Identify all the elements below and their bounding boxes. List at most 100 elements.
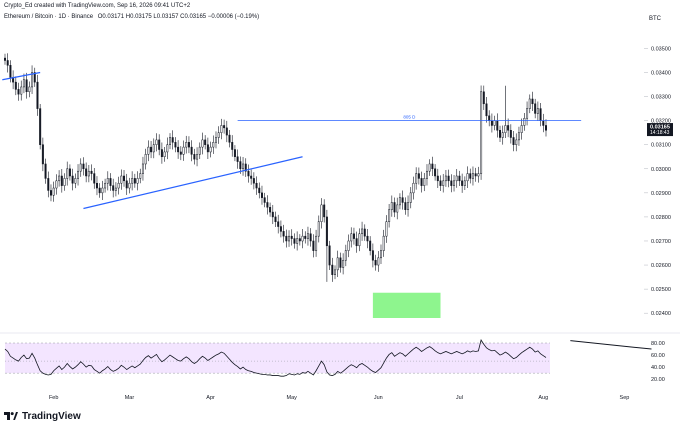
candle-body bbox=[39, 108, 42, 145]
candle-body bbox=[33, 72, 36, 83]
candle-body bbox=[4, 57, 6, 61]
candle-body bbox=[231, 142, 234, 150]
candle-body bbox=[125, 180, 128, 189]
candle-body bbox=[201, 139, 204, 148]
candle-body bbox=[247, 170, 250, 177]
bar-countdown-label: 14:18:43 bbox=[650, 130, 670, 136]
price-tick-label: 0.02500 bbox=[651, 287, 671, 293]
candle-body bbox=[141, 163, 144, 174]
candle-body bbox=[531, 98, 534, 105]
rsi-line bbox=[4, 339, 547, 377]
candle-body bbox=[512, 137, 515, 145]
instrument-name[interactable]: Ethereum / Bitcoin · 1D · Binance bbox=[4, 14, 94, 20]
candle-body bbox=[79, 163, 82, 172]
candle-body bbox=[471, 173, 474, 179]
candle-body bbox=[114, 187, 117, 191]
candle-body bbox=[415, 173, 418, 184]
trendline[interactable] bbox=[83, 156, 303, 210]
candle-body bbox=[298, 238, 301, 242]
candle-body bbox=[131, 178, 134, 184]
candle-body bbox=[152, 144, 155, 153]
chart-attribution: Crypto_Ed created with TradingView.com, … bbox=[4, 3, 191, 9]
candle-body bbox=[74, 178, 77, 184]
candle-body bbox=[312, 240, 315, 251]
candle-body bbox=[304, 235, 307, 239]
candle-body bbox=[133, 178, 136, 184]
candle-body bbox=[290, 235, 293, 239]
candle-body bbox=[177, 146, 180, 153]
last-price-label: 0.03165 bbox=[650, 125, 670, 131]
candle-body bbox=[328, 245, 331, 266]
candle-body bbox=[204, 139, 207, 145]
price-tick-label: 0.03300 bbox=[651, 95, 671, 101]
ohlc-values: O0.03171 H0.03175 L0.03157 C0.03165 −0.0… bbox=[97, 14, 260, 20]
candle-body bbox=[147, 146, 150, 155]
candle-body bbox=[187, 142, 190, 148]
candle-body bbox=[288, 235, 291, 242]
price-tick-label: 0.02800 bbox=[651, 215, 671, 221]
candle-body bbox=[434, 168, 437, 177]
candle-body bbox=[374, 259, 377, 266]
candle-body bbox=[198, 146, 201, 155]
time-tick-label: Mar bbox=[125, 395, 135, 401]
candle-body bbox=[63, 178, 66, 186]
candle-body bbox=[82, 163, 85, 170]
rsi-tick-label: 80.00 bbox=[651, 341, 665, 347]
candle-body bbox=[117, 182, 120, 189]
candle-body bbox=[361, 228, 364, 235]
candle-body bbox=[101, 187, 104, 194]
rsi-divergence-line[interactable] bbox=[570, 340, 652, 350]
candle-body bbox=[217, 132, 220, 138]
candle-body bbox=[155, 139, 158, 145]
candle-body bbox=[158, 139, 161, 150]
candle-body bbox=[163, 151, 166, 157]
candle-body bbox=[336, 257, 339, 271]
candle-body bbox=[466, 173, 469, 182]
candle-body bbox=[193, 154, 196, 160]
candle-body bbox=[106, 178, 109, 184]
candle-body bbox=[455, 175, 458, 182]
last-price-tag bbox=[647, 123, 673, 137]
candle-body bbox=[507, 125, 510, 131]
footer: TradingView bbox=[4, 411, 81, 422]
candle-body bbox=[504, 125, 507, 133]
candle-body bbox=[355, 238, 358, 247]
trendline[interactable] bbox=[2, 71, 41, 81]
candle-body bbox=[282, 231, 285, 237]
candle-body bbox=[347, 240, 350, 251]
candle-body bbox=[220, 125, 223, 133]
price-axis[interactable]: 0.03500 0.03400 0.03300 0.03200 0.03100 0.030… bbox=[644, 46, 673, 317]
candle-body bbox=[382, 235, 385, 251]
candle-body bbox=[144, 154, 147, 165]
candle-body bbox=[55, 180, 58, 189]
candle-body bbox=[85, 168, 88, 177]
candle-body bbox=[428, 163, 431, 172]
price-tick-label: 0.03200 bbox=[651, 119, 671, 125]
time-tick-label: Jul bbox=[456, 395, 463, 401]
candle-body bbox=[450, 180, 453, 186]
candle-body bbox=[371, 250, 374, 261]
candle-body bbox=[469, 173, 472, 179]
candle-body bbox=[196, 154, 199, 160]
candle-body bbox=[169, 137, 171, 145]
candle-body bbox=[166, 144, 169, 153]
candle-body bbox=[412, 182, 415, 194]
price-tick-label: 0.03500 bbox=[651, 46, 671, 52]
candle-body bbox=[252, 178, 255, 184]
candle-body bbox=[150, 146, 153, 153]
candle-body bbox=[66, 168, 69, 179]
candle-body bbox=[28, 86, 31, 93]
candle-body bbox=[209, 146, 212, 153]
time-axis[interactable]: FebMarAprMayJunJulAugSepOctN bbox=[49, 395, 680, 401]
candle-body bbox=[461, 180, 464, 186]
tradingview-logo-text[interactable]: TradingView bbox=[22, 411, 81, 422]
candle-body bbox=[293, 238, 296, 244]
tradingview-logo-icon[interactable] bbox=[4, 412, 18, 421]
candle-body bbox=[14, 81, 17, 90]
candle-body bbox=[269, 207, 272, 213]
candle-body bbox=[409, 192, 412, 203]
rsi-pane[interactable]: 80.00 60.00 40.00 20.00 bbox=[0, 332, 680, 383]
target-box[interactable] bbox=[372, 292, 441, 318]
candle-body bbox=[352, 233, 355, 239]
